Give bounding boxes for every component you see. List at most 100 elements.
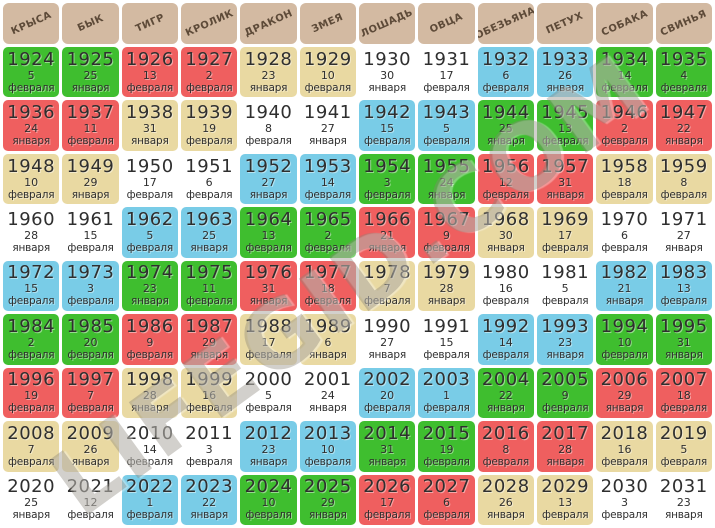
year-label: 1990 bbox=[363, 315, 412, 337]
year-cell-2020: 2020 25 января bbox=[3, 474, 60, 525]
day-label: 7 bbox=[86, 389, 94, 403]
month-label: февраля bbox=[7, 188, 55, 201]
month-label: февраля bbox=[304, 295, 352, 308]
year-label: 1976 bbox=[244, 262, 293, 284]
month-label: января bbox=[131, 402, 169, 415]
year-label: 1955 bbox=[422, 155, 471, 177]
day-label: 17 bbox=[380, 496, 395, 510]
year-label: 1942 bbox=[363, 102, 412, 124]
day-label: 13 bbox=[558, 122, 573, 136]
year-label: 1962 bbox=[125, 209, 174, 231]
day-label: 14 bbox=[617, 68, 632, 82]
year-label: 1974 bbox=[125, 262, 174, 284]
month-label: февраля bbox=[601, 348, 648, 361]
year-label: 1956 bbox=[481, 155, 530, 177]
day-label: 14 bbox=[142, 442, 157, 456]
month-label: февраля bbox=[126, 348, 174, 361]
year-label: 2025 bbox=[303, 476, 352, 498]
month-label: января bbox=[131, 295, 169, 308]
year-cell-1953: 1953 14 февраля bbox=[299, 153, 356, 205]
zodiac-animal-label: КРОЛИК bbox=[183, 8, 235, 39]
year-label: 2016 bbox=[481, 422, 530, 444]
month-label: февраля bbox=[126, 455, 174, 468]
year-label: 1958 bbox=[600, 155, 649, 177]
year-cell-1984: 1984 2 февраля bbox=[3, 314, 60, 365]
year-label: 1935 bbox=[659, 48, 708, 70]
year-cell-2015: 2015 19 февраля bbox=[418, 421, 475, 472]
year-label: 2011 bbox=[185, 422, 234, 444]
year-cell-2004: 2004 22 января bbox=[477, 367, 534, 419]
day-label: 24 bbox=[24, 122, 39, 136]
day-label: 29 bbox=[617, 389, 632, 403]
day-label: 19 bbox=[24, 389, 39, 403]
day-label: 15 bbox=[24, 282, 39, 296]
year-label: 2024 bbox=[244, 476, 293, 498]
year-cell-2024: 2024 10 февраля bbox=[240, 474, 297, 525]
zodiac-animal-label: СВИНЬЯ bbox=[659, 8, 709, 39]
day-label: 23 bbox=[676, 496, 691, 510]
year-cell-1924: 1924 5 февраля bbox=[3, 47, 60, 98]
year-cell-1981: 1981 5 февраля bbox=[536, 260, 594, 312]
year-label: 1952 bbox=[244, 155, 293, 177]
day-label: 11 bbox=[202, 282, 217, 296]
month-label: февраля bbox=[185, 455, 233, 468]
year-cell-1951: 1951 6 февраля bbox=[180, 153, 238, 205]
zodiac-animal-label: КРЫСА bbox=[9, 9, 54, 38]
year-cell-1958: 1958 18 февраля bbox=[596, 153, 653, 205]
day-label: 26 bbox=[83, 442, 98, 456]
year-label: 2017 bbox=[541, 422, 590, 444]
month-label: февраля bbox=[7, 455, 55, 468]
day-label: 1 bbox=[442, 389, 450, 403]
year-label: 1943 bbox=[422, 102, 471, 124]
month-label: февраля bbox=[67, 402, 114, 415]
month-label: февраля bbox=[482, 295, 530, 308]
month-label: февраля bbox=[660, 81, 708, 94]
day-label: 29 bbox=[320, 496, 335, 510]
month-label: января bbox=[546, 348, 584, 361]
zodiac-animal-label: СОБАКА bbox=[599, 8, 650, 39]
header-cell-animal: ОБЕЗЬЯНА bbox=[477, 3, 534, 44]
day-label: 21 bbox=[380, 229, 395, 243]
year-label: 1925 bbox=[66, 48, 115, 70]
year-cell-1935: 1935 4 февраля bbox=[655, 47, 712, 98]
header-cell-animal: ОВЦА bbox=[418, 3, 475, 44]
year-cell-2022: 2022 1 февраля bbox=[121, 474, 178, 525]
day-label: 27 bbox=[676, 229, 691, 243]
day-label: 25 bbox=[83, 68, 98, 82]
day-label: 2 bbox=[620, 122, 628, 136]
month-label: февраля bbox=[601, 81, 648, 94]
day-label: 14 bbox=[320, 175, 335, 189]
day-label: 29 bbox=[83, 175, 98, 189]
day-label: 31 bbox=[380, 442, 395, 456]
year-label: 1981 bbox=[541, 262, 590, 284]
year-cell-1957: 1957 31 января bbox=[536, 153, 594, 205]
year-label: 1933 bbox=[541, 48, 590, 70]
day-label: 27 bbox=[380, 335, 395, 349]
day-label: 28 bbox=[439, 282, 454, 296]
month-label: января bbox=[190, 348, 228, 361]
day-label: 6 bbox=[442, 496, 450, 510]
day-label: 15 bbox=[380, 122, 395, 136]
year-cell-1949: 1949 29 января bbox=[62, 153, 119, 205]
month-label: февраля bbox=[423, 348, 470, 361]
year-label: 1973 bbox=[66, 262, 115, 284]
year-label: 1988 bbox=[244, 315, 293, 337]
year-cell-1944: 1944 25 января bbox=[477, 100, 534, 151]
year-label: 1934 bbox=[600, 48, 649, 70]
day-label: 29 bbox=[202, 335, 217, 349]
year-label: 1960 bbox=[7, 209, 56, 231]
month-label: февраля bbox=[304, 455, 352, 468]
year-label: 1975 bbox=[185, 262, 234, 284]
year-cell-1961: 1961 15 февраля bbox=[62, 207, 119, 258]
year-cell-2027: 2027 6 февраля bbox=[418, 474, 475, 525]
day-label: 3 bbox=[383, 175, 391, 189]
year-cell-1978: 1978 7 февраля bbox=[358, 260, 416, 312]
year-label: 1931 bbox=[422, 48, 471, 70]
day-label: 1 bbox=[146, 496, 154, 510]
month-label: февраля bbox=[363, 402, 411, 415]
header-cell-animal: КРОЛИК bbox=[180, 3, 238, 44]
month-label: января bbox=[368, 455, 406, 468]
month-label: февраля bbox=[541, 402, 589, 415]
year-label: 1932 bbox=[481, 48, 530, 70]
month-label: февраля bbox=[245, 402, 292, 415]
